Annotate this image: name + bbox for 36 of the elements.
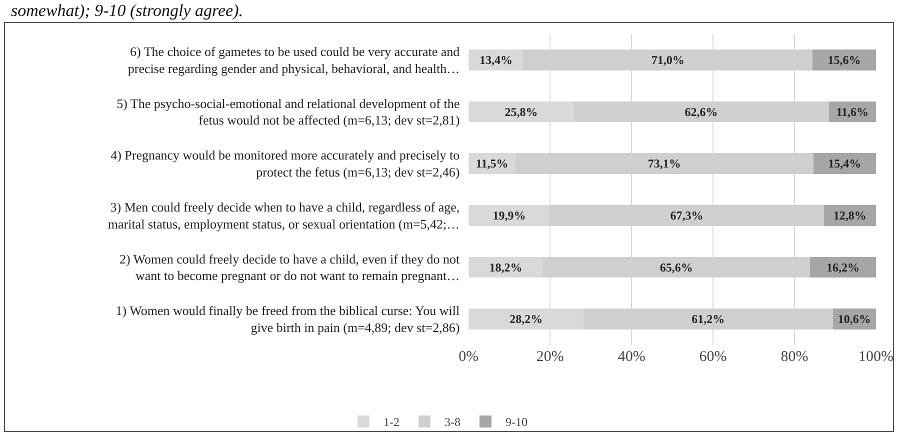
data-label: 28,2%: [510, 312, 543, 326]
data-label: 15,6%: [828, 52, 861, 67]
data-label: 61,2%: [692, 312, 725, 326]
y-tick-label: 3) Men could freely decide when to have a child, regardless of age, marital status, employment status, or sexual orientation (m=5,42;…: [108, 200, 460, 232]
x-tick-label: 80%: [780, 349, 808, 365]
data-label: 15,4%: [828, 156, 862, 171]
data-label: 13,4%: [479, 52, 512, 67]
data-label: 65,6%: [660, 260, 693, 274]
data-label: 73,1%: [648, 156, 681, 171]
bar: [813, 153, 876, 174]
bar: [812, 50, 876, 70]
x-tick-label: 40%: [618, 349, 646, 365]
legend-label: 3-8: [444, 415, 460, 430]
y-tick-label: 1) Women would finally be freed from the biblical curse: You will give birth in pain (m=4,89; dev st=2,86): [116, 303, 460, 336]
text: somewhat); 9-10 (strongly agree).: [11, 1, 243, 20]
x-tick-label: 100%: [858, 349, 894, 365]
data-label: 18,2%: [489, 260, 522, 274]
y-tick-label: 6) The choice of gametes to be used could be very accurate and precise regarding gender and physical, behavioral, and health…: [128, 44, 460, 76]
legend-label: 9-10: [506, 415, 528, 430]
data-label: 11,6%: [836, 104, 869, 119]
data-label: 11,5%: [476, 156, 508, 171]
data-label: 25,8%: [504, 104, 538, 119]
data-label: 62,6%: [684, 104, 718, 119]
data-label: 67,3%: [670, 208, 704, 222]
legend-label: 1-2: [384, 415, 400, 430]
data-label: 12,8%: [833, 208, 866, 222]
y-tick-label: 5) The psycho-social-emotional and relational development of the fetus would not be affected (m=6,13; dev st=2,81): [116, 96, 460, 128]
data-label: 19,9%: [492, 208, 526, 222]
y-tick-label: 2) Women could freely decide to have a child, even if they do not want to become pregnant or do not want to remain pregnant…: [119, 251, 460, 284]
x-tick-label: 0%: [458, 349, 479, 365]
data-label: 10,6%: [838, 312, 871, 326]
x-tick-label: 20%: [536, 349, 564, 365]
x-tick-label: 60%: [699, 349, 727, 365]
data-label: 16,2%: [826, 260, 860, 274]
y-tick-label: 4) Pregnancy would be monitored more accurately and precisely to protect the fetus (m=6,13; dev st=2,46): [110, 148, 460, 180]
data-label: 71,0%: [651, 52, 684, 67]
